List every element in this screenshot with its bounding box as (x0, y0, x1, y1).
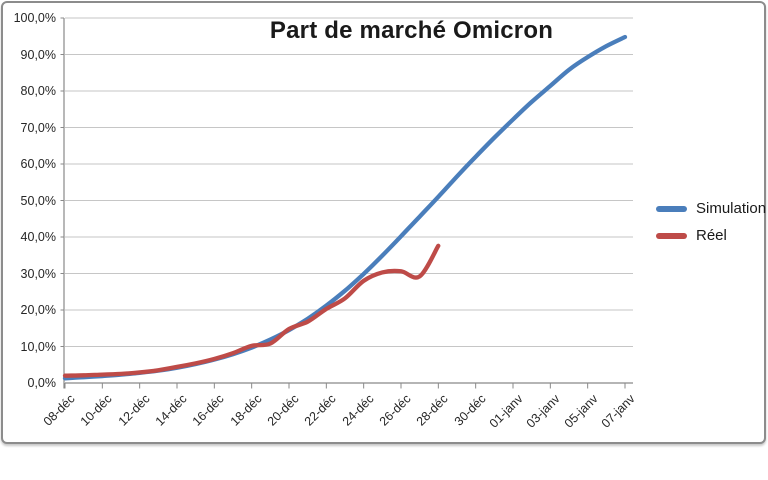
chart-legend: Simulation Réel (656, 200, 766, 254)
legend-item-simulation[interactable]: Simulation (656, 200, 766, 218)
series-line-réel (62, 243, 441, 378)
y-tick-label: 30,0% (20, 266, 56, 281)
y-tick-label: 20,0% (20, 303, 56, 317)
chart-canvas (60, 17, 633, 389)
legend-label: Simulation (696, 200, 767, 217)
chart-window: Part de marché Omicron 0,0% 10,0% 20,0% 30,… (1, 1, 766, 444)
y-tick-label: 50,0% (20, 193, 56, 208)
legend-swatch-icon (656, 232, 687, 240)
chart-title: Part de marché Omicron (269, 17, 554, 44)
y-tick-label: 10,0% (20, 339, 56, 354)
y-tick-label: 100,0% (13, 11, 56, 25)
series-line-simulation (62, 34, 628, 381)
y-tick-label: 0,0% (27, 376, 57, 390)
legend-item-réel[interactable]: Réel (656, 227, 766, 245)
y-tick-label: 40,0% (20, 230, 56, 244)
legend-swatch-icon (656, 205, 687, 213)
y-tick-label: 90,0% (20, 47, 56, 62)
legend-label: Réel (696, 227, 727, 244)
y-tick-label: 80,0% (20, 84, 56, 98)
chart-frame (1, 1, 766, 444)
y-tick-label: 70,0% (20, 120, 56, 135)
y-tick-label: 60,0% (20, 157, 56, 171)
